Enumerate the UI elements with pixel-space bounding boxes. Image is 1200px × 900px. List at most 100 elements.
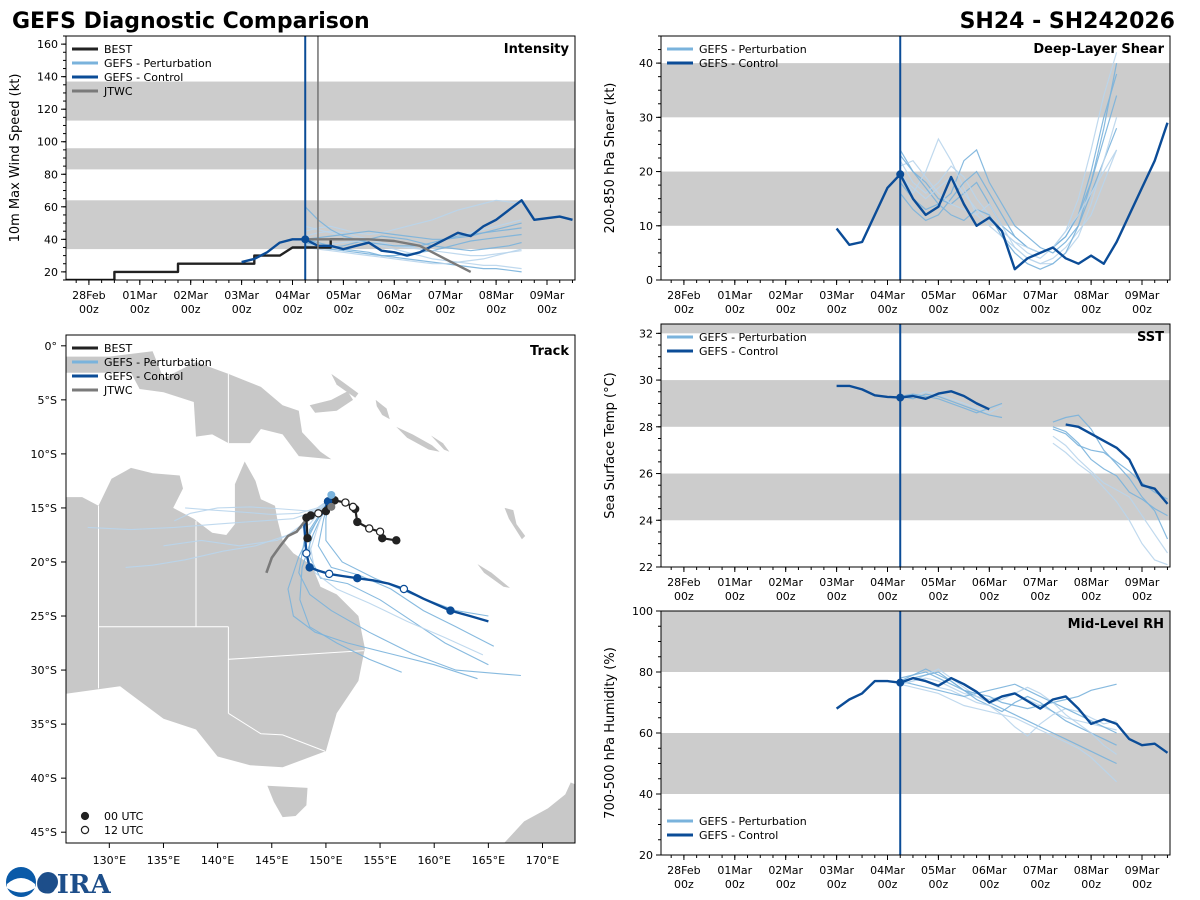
intensity-xtick-label: 00z [79,303,99,316]
rh-xtick-label: 00z [1081,878,1101,891]
intensity-ytick-label: 100 [37,136,58,149]
perturbation-track-line [309,499,489,666]
rh-xtick-label: 00z [929,878,949,891]
shear-xtick-label: 00z [1132,303,1152,316]
rh-xtick-label: 04Mar [870,864,905,877]
track-xtick-label: 170°E [526,854,559,867]
shear-panel: 01020304028Feb00z01Mar00z02Mar00z03Mar00… [603,35,1171,316]
track-xtick-label: 140°E [201,854,234,867]
intensity-xtick-label: 09Mar [530,289,565,302]
intensity-ytick-label: 60 [44,201,58,214]
shear-ytick-label: 0 [646,274,653,287]
intensity-perturbation-line [305,240,522,257]
shear-xtick-label: 02Mar [768,289,803,302]
track-ytick-label: 5°S [38,394,57,407]
legend-00utc-marker [80,811,90,821]
perturbation-track-line [174,498,330,522]
sst-ytick-label: 28 [639,421,653,434]
intensity-xtick-label: 00z [384,303,404,316]
sst-xtick-label: 28Feb [667,576,700,589]
intensity-xtick-label: 08Mar [479,289,514,302]
jtwc-init-point [327,502,336,511]
shear-xtick-label: 00z [1081,303,1101,316]
track-legend-label: JTWC [103,384,133,397]
ensemble-init-point [327,490,336,499]
shear-perturbation-line [899,137,1118,265]
solomon-islands-land [396,426,440,452]
intensity-xtick-label: 07Mar [428,289,463,302]
track-ytick-label: 20°S [31,556,57,569]
shear-xtick-label: 28Feb [667,289,700,302]
track-ytick-label: 35°S [31,718,57,731]
rh-xtick-label: 07Mar [1023,864,1058,877]
sst-xtick-label: 00z [827,590,847,603]
intensity-panel-title: Intensity [504,42,570,57]
sst-xtick-label: 00z [776,590,796,603]
sst-legend-label: GEFS - Control [699,345,778,358]
control-track-point [353,573,362,583]
shear-ytick-label: 20 [639,166,653,179]
rh-xtick-label: 02Mar [768,864,803,877]
intensity-ytick-label: 20 [44,266,58,279]
best-track-point [341,498,350,507]
intensity-xtick-label: 02Mar [173,289,208,302]
best-track-point [375,527,385,536]
shear-plot-area [661,52,1170,271]
sst-panel-title: SST [1137,330,1164,345]
intensity-xtick-label: 00z [334,303,354,316]
best-track-point [302,513,311,522]
bougainville-land [375,399,390,420]
noaa-wave-icon [7,878,35,893]
sst-perturbation-line [1052,442,1168,566]
track-ytick-label: 30°S [31,664,57,677]
intensity-xtick-label: 06Mar [377,289,412,302]
shear-xtick-label: 00z [674,303,694,316]
sst-legend-label: GEFS - Perturbation [699,331,807,344]
shear-ytick-label: 10 [639,220,653,233]
perturbation-track-line [310,499,484,656]
globe-icon [38,872,58,892]
intensity-control-line [241,199,573,264]
sst-xtick-label: 00z [674,590,694,603]
intensity-ytick-label: 80 [44,168,58,181]
cira-logo: CIRA [6,867,111,900]
intensity-ytick-label: 120 [37,103,58,116]
intensity-xtick-label: 00z [486,303,506,316]
intensity-xtick-label: 01Mar [122,289,157,302]
track-xtick-label: 130°E [93,854,126,867]
rh-xtick-label: 00z [827,878,847,891]
sst-ytick-label: 22 [639,561,653,574]
shear-xtick-label: 00z [725,303,745,316]
track-axes-frame [65,334,576,844]
rh-xtick-label: 00z [1132,878,1152,891]
legend-12utc-marker [80,825,90,835]
rh-ytick-label: 20 [639,849,653,862]
shear-xtick-label: 01Mar [717,289,752,302]
track-ytick-label: 45°S [31,826,57,839]
perturbation-track-line [185,498,330,515]
shear-xtick-label: 09Mar [1125,289,1160,302]
shear-xtick-label: 06Mar [972,289,1007,302]
rh-xtick-label: 00z [725,878,745,891]
fiji-land [618,532,635,544]
track-ytick-label: 25°S [31,610,57,623]
intensity-threshold-band [66,148,575,170]
sst-ytick-label: 24 [639,514,653,527]
intensity-xtick-label: 00z [181,303,201,316]
sst-xtick-label: 06Mar [972,576,1007,589]
shear-legend-label: GEFS - Perturbation [699,43,807,56]
control-track-point [305,563,314,572]
perturbation-track-line [299,499,402,673]
track-panel: 130°E 135°E 140°E 145°E 150°E 155°E 160°E 165°E… [31,334,635,867]
best-track-point [314,509,323,518]
sst-ytick-label: 26 [639,468,653,481]
rh-legend-label: GEFS - Control [699,829,778,842]
sst-xtick-label: 01Mar [717,576,752,589]
intensity-jtwc-line [305,238,472,273]
track-legend-label: GEFS - Perturbation [104,356,212,369]
legend-00utc-label: 00 UTC [104,810,144,823]
intensity-xtick-label: 28Feb [72,289,105,302]
track-xtick-label: 135°E [147,854,180,867]
intensity-legend-label: BEST [104,43,132,56]
